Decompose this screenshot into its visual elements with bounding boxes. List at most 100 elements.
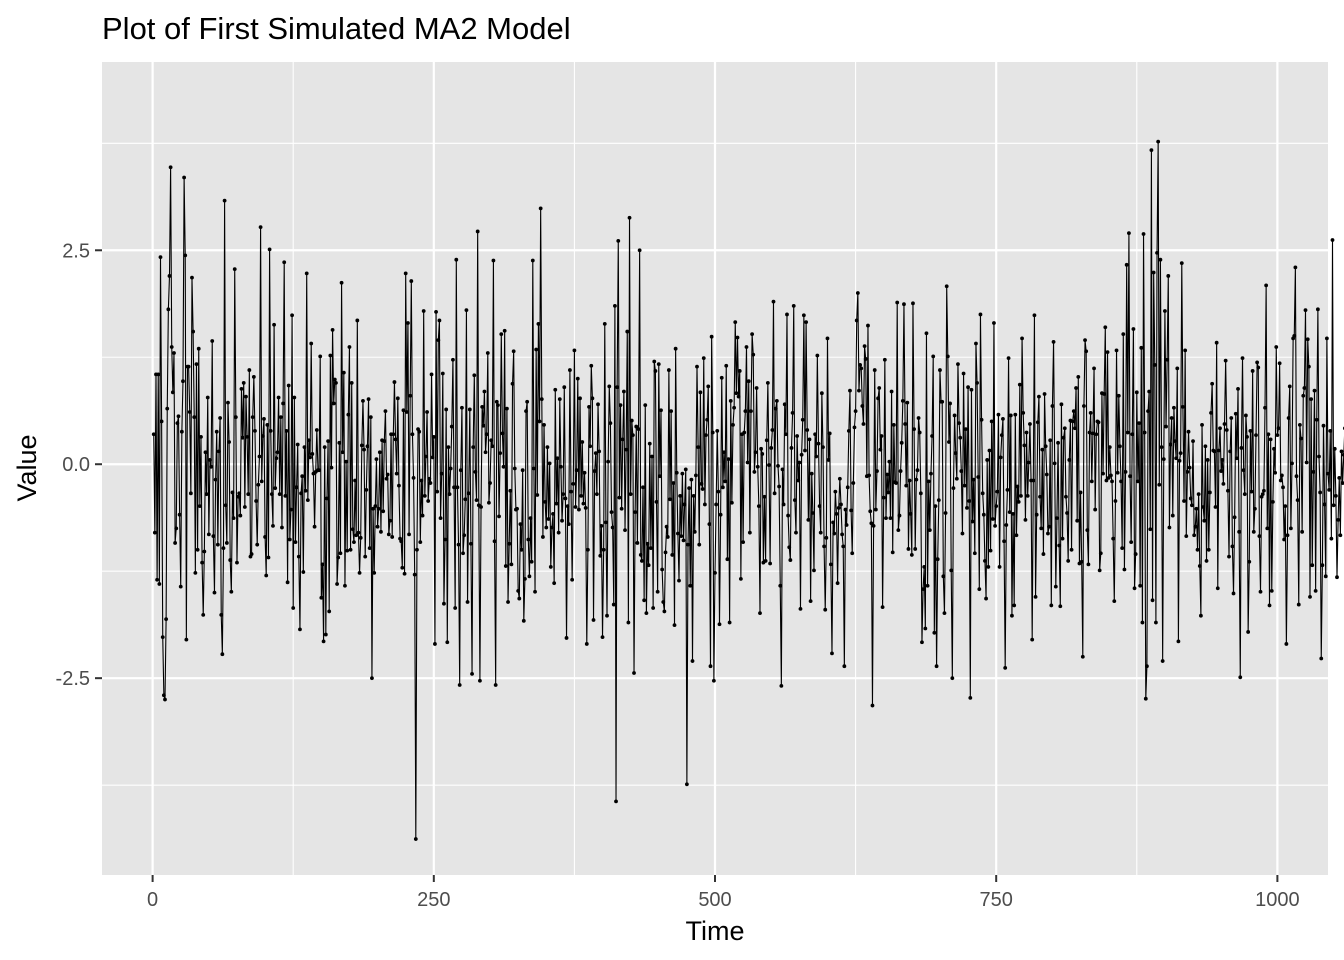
data-point [626,620,631,625]
data-point [235,560,239,565]
data-point [986,565,991,569]
data-point [998,455,1003,460]
data-point [1134,390,1139,395]
data-point [1181,404,1185,409]
data-point [837,476,842,481]
data-point [1254,433,1258,438]
data-point [1032,313,1037,318]
data-point [948,401,952,406]
data-point [269,492,274,497]
data-point [1066,559,1071,563]
data-point [461,551,465,556]
data-point [1075,518,1080,523]
data-point [934,664,939,669]
data-point [471,445,476,450]
data-point [613,304,617,308]
data-point [780,467,785,472]
x-tick-label: 250 [417,889,450,911]
data-point [723,479,728,484]
data-point [1233,411,1238,416]
data-point [789,446,794,450]
data-point [403,271,408,276]
data-point [952,413,957,418]
data-point [688,583,693,588]
data-point [286,383,291,388]
data-point [1167,525,1172,530]
data-point [854,318,859,323]
data-point [1251,529,1256,534]
data-point [754,386,759,390]
data-point [932,630,937,635]
data-point [1031,478,1036,483]
data-point [741,540,746,544]
data-point [1277,361,1282,366]
data-point [692,529,697,534]
data-point [1034,512,1039,517]
data-point [936,498,941,503]
data-point [831,520,835,525]
data-point [1232,515,1237,520]
data-point [849,508,853,513]
data-point [158,255,163,260]
data-point [1033,594,1038,599]
data-point [1053,584,1058,589]
data-point [1079,559,1084,564]
data-point [169,345,174,349]
data-point [1283,504,1288,509]
data-point [349,381,354,385]
data-point [905,400,910,405]
data-point [1025,493,1030,498]
data-point [643,403,648,408]
data-point [173,541,178,545]
data-point [616,238,621,243]
data-point [469,541,473,546]
data-point [666,368,671,372]
data-point [1004,523,1009,527]
data-point [329,465,334,470]
data-point [841,544,846,549]
data-point [1052,461,1057,466]
data-point [1024,430,1029,435]
data-point [336,555,341,560]
data-point [1333,493,1338,498]
data-point [310,452,315,456]
data-point [1073,426,1077,431]
data-point [1070,419,1075,424]
data-point [397,483,401,488]
data-point [701,356,706,360]
data-point [1084,349,1089,354]
data-point [1192,533,1197,538]
data-point [796,478,801,483]
data-point [314,428,319,432]
data-point [1122,567,1127,572]
data-point [817,504,822,509]
data-point [233,415,238,420]
y-tick-label: 2.5 [62,240,90,262]
data-point [1293,265,1298,270]
data-point [1245,434,1249,439]
data-point [348,547,353,552]
data-point [821,445,825,450]
data-point [978,312,983,317]
data-point [1133,552,1138,556]
data-point [1089,479,1094,484]
data-point [196,346,201,351]
data-point [1261,488,1266,493]
data-point [1058,604,1063,609]
data-point [870,703,875,708]
data-point [756,504,761,509]
data-point [490,444,495,449]
data-point [1197,564,1202,568]
data-point [236,494,241,499]
data-point [671,481,676,485]
data-point [684,782,689,787]
data-point [587,404,591,409]
data-point [157,582,162,586]
data-point [163,697,167,702]
data-point [421,309,426,313]
data-point [1109,473,1113,478]
data-point [1022,443,1027,448]
data-point [1208,490,1212,495]
data-point [272,322,276,327]
data-point [698,390,703,395]
